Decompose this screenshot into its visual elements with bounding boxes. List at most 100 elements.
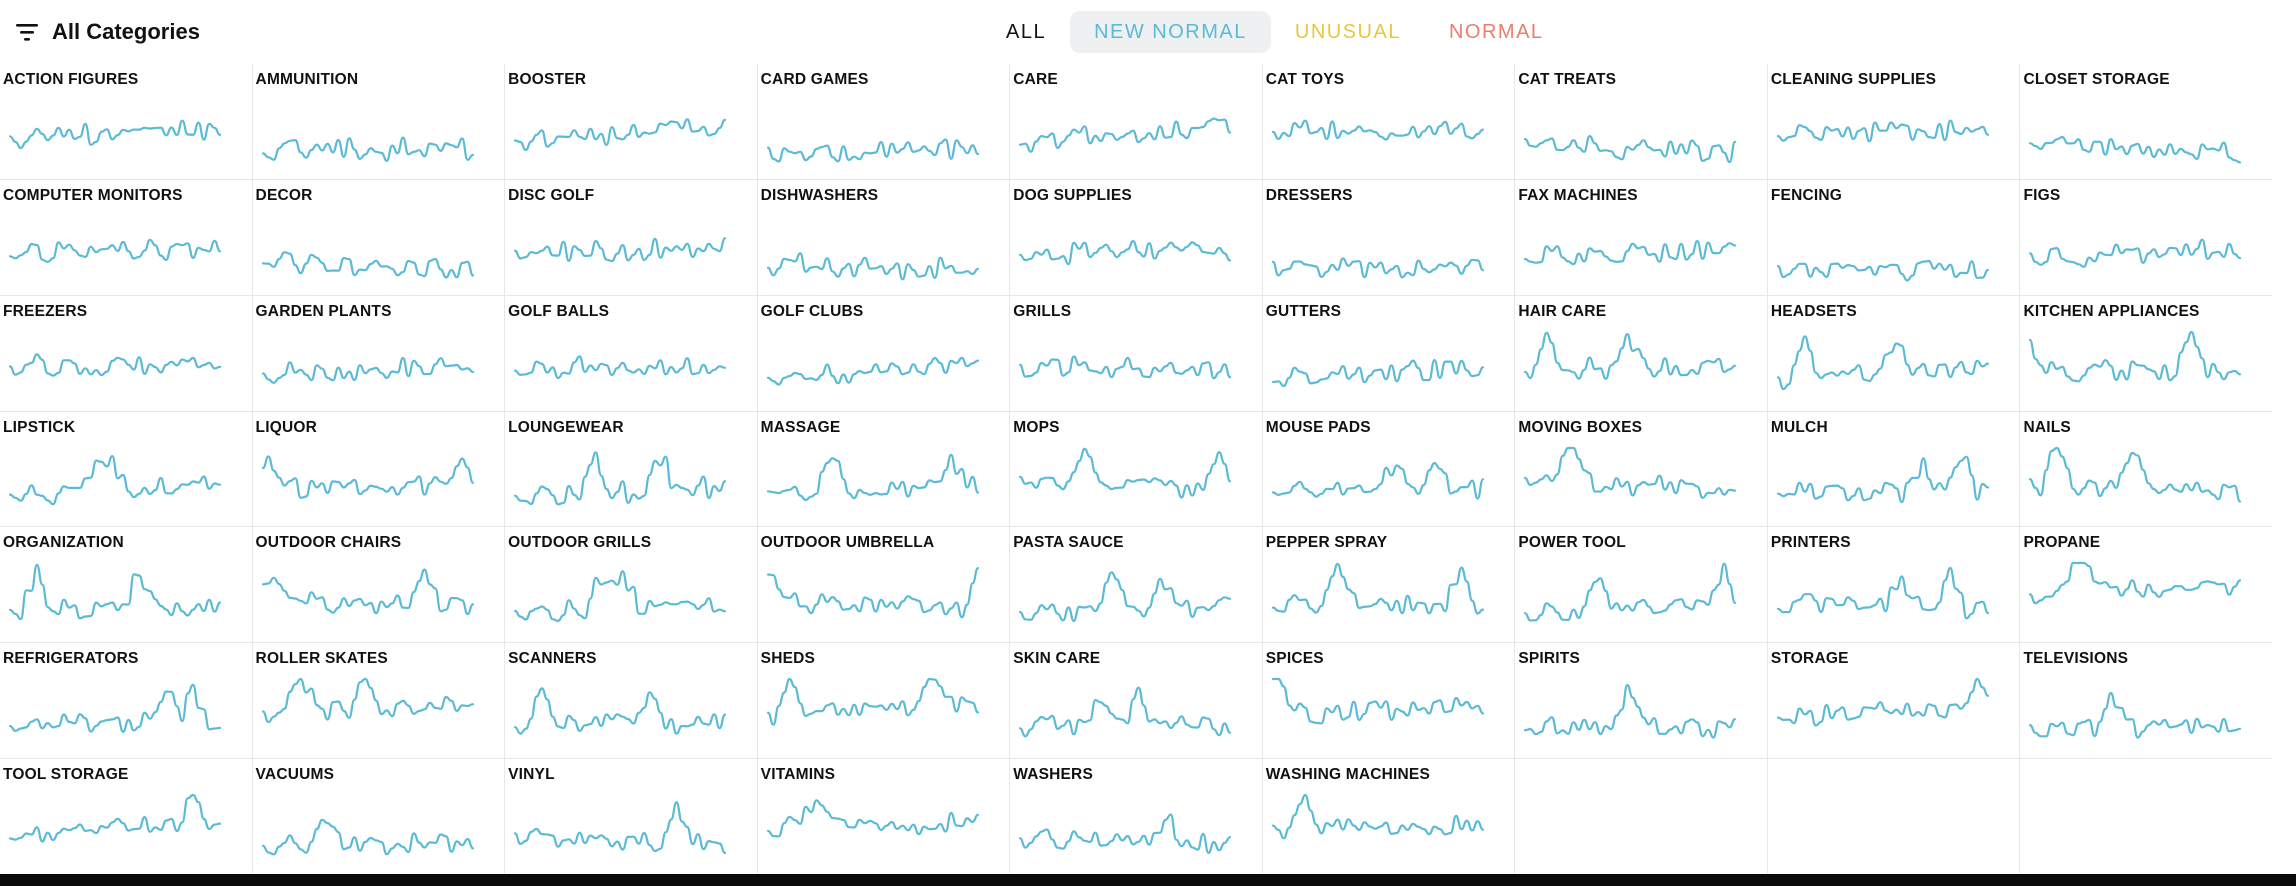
category-card-disc-golf[interactable]: DISC GOLF [505,179,757,295]
category-card-power-tool[interactable]: POWER TOOL [1515,527,1767,643]
category-card-outdoor-grills[interactable]: OUTDOOR GRILLS [505,527,757,643]
sparkline-path [1019,239,1232,266]
category-card-massage[interactable]: MASSAGE [757,411,1010,527]
category-title: BOOSTER [508,71,587,88]
category-card-lipstick[interactable]: LIPSTICK [0,411,252,527]
category-card-moving-boxes[interactable]: MOVING BOXES [1515,411,1767,527]
category-card-vinyl[interactable]: VINYL [505,759,757,874]
category-title: VINYL [508,766,555,784]
category-card-card-games[interactable]: CARD GAMES [757,64,1010,179]
trend-sparkline [766,138,979,163]
category-title: DOG SUPPLIES [1013,186,1132,204]
category-card-liquor[interactable]: LIQUOR [252,411,505,527]
category-card-golf-balls[interactable]: GOLF BALLS [505,295,757,411]
category-card-outdoor-chairs[interactable]: OUTDOOR CHAIRS [252,527,505,643]
category-card-loungewear[interactable]: LOUNGEWEAR [505,411,757,527]
tab-normal[interactable]: NORMAL [1448,21,1544,43]
sparkline-path [766,678,979,727]
sparkline-path [514,801,727,855]
category-card-cat-toys[interactable]: CAT TOYS [1262,64,1515,179]
empty-cell [2020,759,2272,874]
category-card-propane[interactable]: PROPANE [2020,527,2272,643]
sparkline-path [766,138,979,163]
trend-sparkline [8,454,222,505]
category-card-kitchen-appliances[interactable]: KITCHEN APPLIANCES [2020,295,2272,411]
category-card-spices[interactable]: SPICES [1262,643,1515,759]
category-card-roller-skates[interactable]: ROLLER SKATES [252,643,505,759]
category-card-cleaning-supplies[interactable]: CLEANING SUPPLIES [1767,64,2020,179]
category-card-computer-monitors[interactable]: COMPUTER MONITORS [0,179,252,295]
category-card-action-figures[interactable]: ACTION FIGURES [0,64,252,179]
category-card-refrigerators[interactable]: REFRIGERATORS [0,643,252,759]
trend-sparkline [1019,686,1232,738]
category-card-nails[interactable]: NAILS [2020,411,2272,527]
category-card-freezers[interactable]: FREEZERS [0,295,252,411]
category-title: CAT TREATS [1518,71,1617,88]
category-card-ammunition[interactable]: AMMUNITION [252,64,505,179]
category-title: TELEVISIONS [2023,650,2129,668]
category-card-headsets[interactable]: HEADSETS [1767,295,2020,411]
category-card-decor[interactable]: DECOR [252,179,505,295]
category-card-garden-plants[interactable]: GARDEN PLANTS [252,295,505,411]
category-card-cat-treats[interactable]: CAT TREATS [1515,64,1767,179]
category-card-pasta-sauce[interactable]: PASTA SAUCE [1010,527,1262,643]
category-card-sheds[interactable]: SHEDS [757,643,1010,759]
category-card-dressers[interactable]: DRESSERS [1262,179,1515,295]
sparkline-path [1019,117,1232,153]
bottom-edge [0,874,2296,886]
category-card-fencing[interactable]: FENCING [1767,179,2020,295]
sparkline-path [261,136,474,162]
category-card-printers[interactable]: PRINTERS [1767,527,2020,643]
category-card-scanners[interactable]: SCANNERS [505,643,757,759]
category-card-figs[interactable]: FIGS [2020,179,2272,295]
category-card-outdoor-umbrella[interactable]: OUTDOOR UMBRELLA [757,527,1010,643]
category-card-mops[interactable]: MOPS [1010,411,1262,527]
trend-sparkline [1019,239,1232,266]
category-card-vacuums[interactable]: VACUUMS [252,759,505,874]
category-card-storage[interactable]: STORAGE [1767,643,2020,759]
category-title: FAX MACHINES [1518,186,1638,204]
category-card-dishwashers[interactable]: DISHWASHERS [757,179,1010,295]
tab-new-normal[interactable]: NEW NORMAL [1070,11,1271,53]
category-card-washing-machines[interactable]: WASHING MACHINES [1262,759,1515,874]
category-card-hair-care[interactable]: HAIR CARE [1515,295,1767,411]
sparkline-path [1019,355,1232,380]
category-card-mouse-pads[interactable]: MOUSE PADS [1262,411,1515,527]
category-card-care[interactable]: CARE [1010,64,1262,179]
status-tabs: ALL NEW NORMAL UNUSUAL NORMAL [982,10,1568,54]
sparkline-path [514,118,727,152]
sparkline-path [1776,259,1989,282]
category-title: GOLF CLUBS [760,302,864,320]
category-card-pepper-spray[interactable]: PEPPER SPRAY [1262,527,1515,643]
category-card-vitamins[interactable]: VITAMINS [757,759,1010,874]
category-filter-button[interactable]: All Categories [14,16,200,48]
category-card-organization[interactable]: ORGANIZATION [0,527,252,643]
category-title: VACUUMS [255,766,335,784]
trend-sparkline [1271,794,1484,840]
category-card-grills[interactable]: GRILLS [1010,295,1262,411]
tab-unusual[interactable]: UNUSUAL [1294,21,1401,43]
category-card-dog-supplies[interactable]: DOG SUPPLIES [1010,179,1262,295]
category-card-gutters[interactable]: GUTTERS [1262,295,1515,411]
sparkline-path [8,683,222,734]
trend-sparkline [2029,692,2242,739]
trend-sparkline [514,450,727,505]
category-title: HAIR CARE [1518,302,1607,320]
trend-sparkline [2029,446,2242,503]
category-card-spirits[interactable]: SPIRITS [1515,643,1767,759]
category-card-tool-storage[interactable]: TOOL STORAGE [0,759,252,874]
category-title: CLEANING SUPPLIES [1770,71,1937,88]
category-card-washers[interactable]: WASHERS [1010,759,1262,874]
category-card-skin-care[interactable]: SKIN CARE [1010,643,1262,759]
category-card-fax-machines[interactable]: FAX MACHINES [1515,179,1767,295]
category-title: KITCHEN APPLIANCES [2023,302,2200,320]
trend-sparkline [766,356,979,386]
category-card-closet-storage[interactable]: CLOSET STORAGE [2020,64,2272,179]
category-card-mulch[interactable]: MULCH [1767,411,2020,527]
sparkline-path [8,238,222,263]
category-card-golf-clubs[interactable]: GOLF CLUBS [757,295,1010,411]
category-card-televisions[interactable]: TELEVISIONS [2020,643,2272,759]
category-card-booster[interactable]: BOOSTER [505,64,757,179]
trend-sparkline [1271,563,1484,616]
tab-all[interactable]: ALL [1006,21,1047,43]
